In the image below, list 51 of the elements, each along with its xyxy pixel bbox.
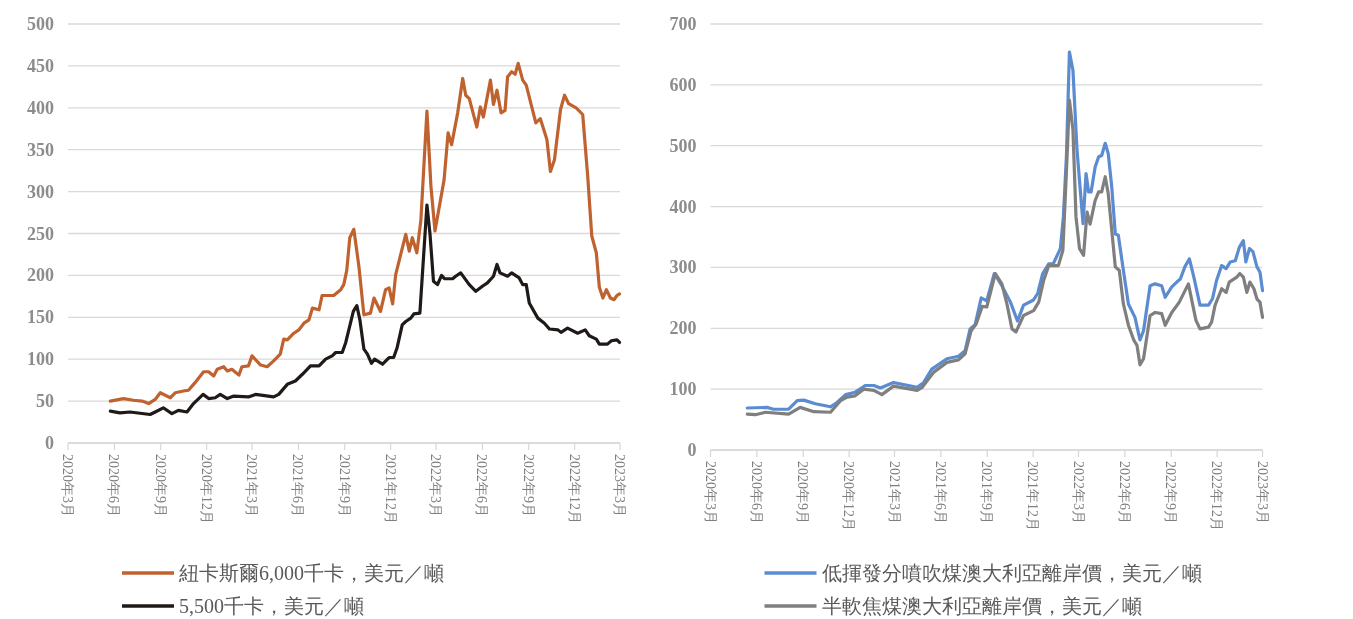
y-tick-label: 150 — [27, 307, 54, 328]
legend-label: 5,500千卡，美元／噸 — [179, 595, 364, 617]
x-tick-label: 2022年12月 — [566, 454, 582, 524]
y-tick-label: 250 — [27, 223, 54, 244]
x-tick-label: 2022年9月 — [1163, 461, 1179, 524]
y-tick-label: 350 — [27, 139, 54, 160]
x-tick-label: 2020年3月 — [60, 454, 75, 517]
x-tick-label: 2022年3月 — [428, 454, 443, 517]
line-series — [108, 203, 622, 417]
y-tick-label: 300 — [27, 181, 54, 202]
x-tick-label: 2022年6月 — [1116, 461, 1132, 524]
x-tick-label: 2022年3月 — [1070, 461, 1086, 524]
x-tick-label: 2021年3月 — [886, 461, 902, 524]
y-tick-label: 200 — [669, 318, 697, 339]
y-tick-label: 200 — [27, 265, 54, 286]
x-tick-label: 2020年6月 — [106, 454, 122, 517]
x-tick-label: 2020年6月 — [748, 461, 764, 524]
x-tick-label: 2022年12月 — [1209, 461, 1225, 531]
y-tick-label: 0 — [45, 433, 54, 453]
x-tick-label: 2020年9月 — [152, 454, 168, 517]
x-tick-label: 2023年3月 — [612, 454, 627, 517]
line-series — [108, 61, 622, 406]
legend-label: 半軟焦煤澳大利亞離岸價，美元／噸 — [821, 595, 1142, 617]
x-tick-label: 2020年12月 — [198, 454, 214, 524]
x-tick-label: 2021年9月 — [979, 461, 995, 524]
y-tick-label: 700 — [669, 14, 697, 34]
x-tick-label: 2021年12月 — [382, 454, 398, 524]
y-tick-label: 500 — [669, 135, 697, 156]
y-tick-label: 300 — [669, 257, 697, 278]
legend-label: 紐卡斯爾6,000千卡，美元／噸 — [178, 562, 444, 584]
y-tick-label: 600 — [669, 74, 697, 95]
x-tick-label: 2022年6月 — [474, 454, 490, 517]
x-tick-label: 2020年9月 — [795, 461, 811, 524]
x-tick-label: 2021年3月 — [244, 454, 259, 517]
x-tick-label: 2021年6月 — [290, 454, 306, 517]
legend-label: 低揮發分噴吹煤澳大利亞離岸價，美元／噸 — [821, 562, 1202, 584]
x-tick-label: 2021年12月 — [1025, 461, 1041, 531]
x-tick-label: 2021年9月 — [336, 454, 352, 517]
y-tick-label: 500 — [27, 14, 54, 34]
y-tick-label: 100 — [27, 349, 54, 370]
y-tick-label: 50 — [36, 391, 54, 412]
y-tick-label: 100 — [669, 379, 697, 400]
y-tick-label: 400 — [669, 196, 697, 217]
x-tick-label: 2020年12月 — [841, 461, 857, 531]
y-tick-label: 450 — [27, 55, 54, 76]
x-tick-label: 2020年3月 — [702, 461, 718, 524]
x-tick-label: 2023年3月 — [1254, 461, 1270, 524]
y-tick-label: 0 — [687, 440, 697, 460]
x-tick-label: 2022年9月 — [520, 454, 536, 517]
y-tick-label: 400 — [27, 97, 54, 118]
x-tick-label: 2021年6月 — [932, 461, 948, 524]
